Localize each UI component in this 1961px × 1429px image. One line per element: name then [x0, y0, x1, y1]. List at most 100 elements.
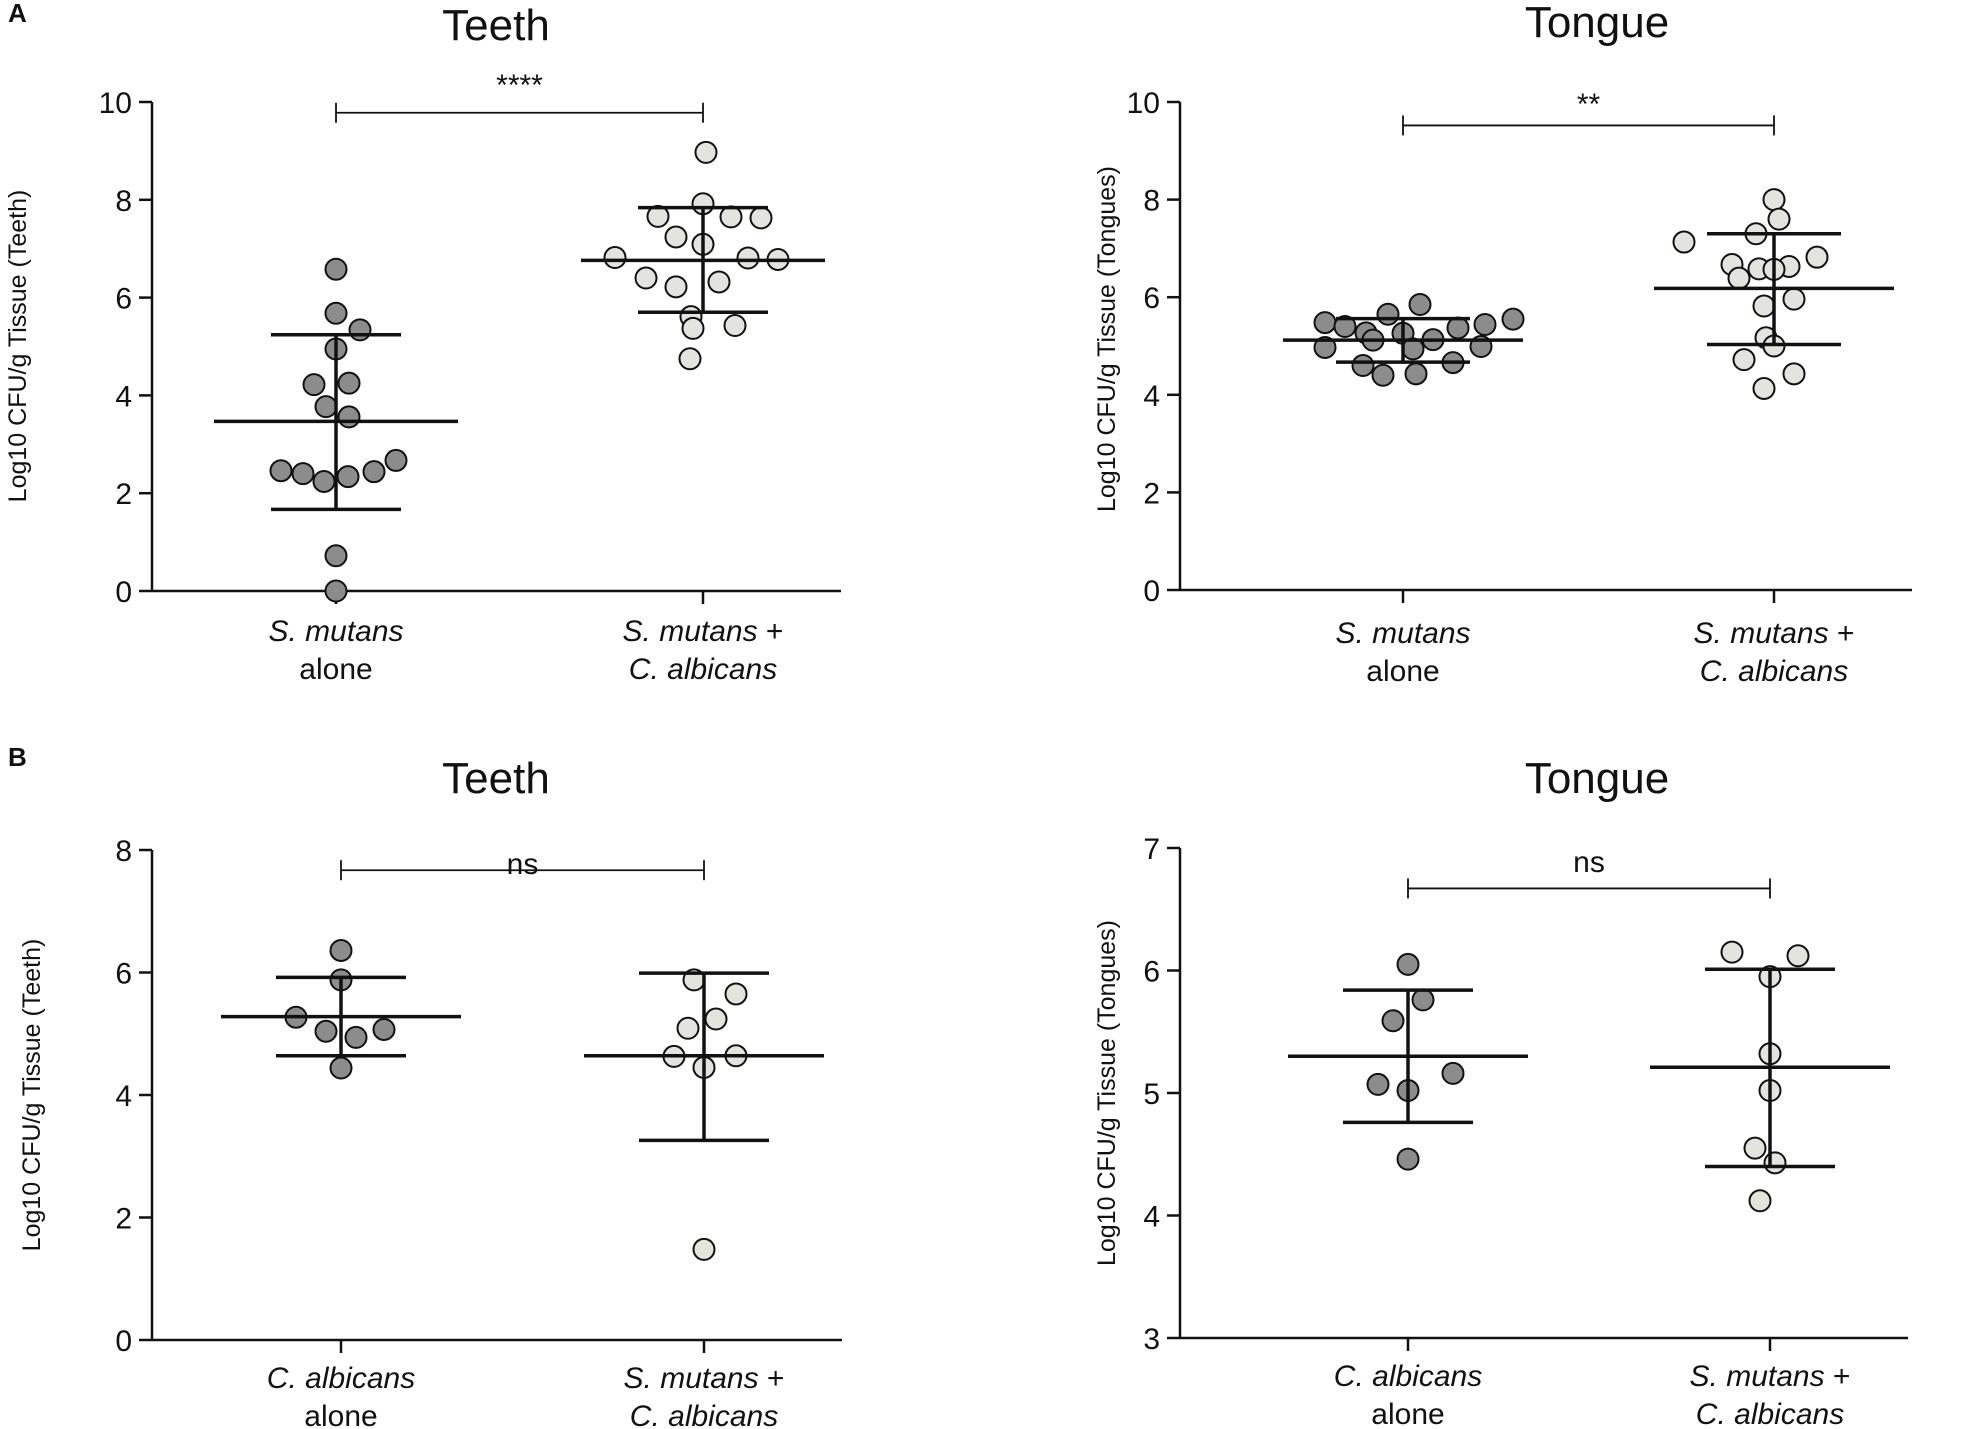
y-tick-label: 4	[115, 380, 132, 413]
y-tick-label: 2	[115, 478, 132, 511]
data-point	[1763, 1151, 1787, 1175]
category-label-plain: +	[758, 615, 784, 648]
data-point	[329, 938, 353, 962]
data-point	[1351, 354, 1375, 378]
chart-title: Tongue	[1525, 754, 1669, 803]
data-point	[1371, 363, 1395, 387]
y-tick-label: 3	[1143, 1323, 1160, 1356]
data-point	[1376, 302, 1400, 326]
chart-a-teeth: Teeth Log10 CFU/g Tissue (Teeth) 0 2 4 6 8 10 S.…	[4, 1, 841, 686]
data-point	[681, 316, 705, 340]
data-point	[1473, 313, 1497, 337]
category-label-italic: S. mutans	[1335, 617, 1470, 650]
category-label-plain: alone	[304, 1400, 377, 1429]
data-point	[1762, 188, 1786, 212]
data-point	[329, 1056, 353, 1080]
chart-title: Teeth	[442, 754, 550, 803]
y-tick-label: 0	[1143, 575, 1160, 608]
y-tick-label: 8	[115, 185, 132, 218]
category-label: S. mutans	[268, 615, 403, 648]
data-point	[1672, 230, 1696, 254]
y-tick-label: 2	[115, 1203, 132, 1236]
panel-label-a: A	[8, 0, 27, 28]
data-point	[1396, 952, 1420, 976]
data-point	[676, 1016, 700, 1040]
y-axis-label: Log10 CFU/g Tissue (Teeth)	[18, 939, 46, 1252]
data-point	[336, 465, 360, 489]
chart-b-tongue: Tongue Log10 CFU/g Tissue (Tongues) 3 4 5 6 7 C…	[1093, 754, 1908, 1429]
category-label-plain: +	[1825, 1360, 1851, 1393]
y-tick-label: 5	[1143, 1078, 1160, 1111]
data-point	[324, 544, 348, 568]
data-point	[1404, 362, 1428, 386]
series-group	[581, 140, 825, 371]
y-tick-label: 4	[1143, 380, 1160, 413]
data-point	[1396, 1147, 1420, 1171]
series-group	[584, 968, 824, 1261]
significance-label: **	[1577, 88, 1601, 121]
chart-title: Teeth	[442, 1, 550, 50]
category-label-italic: C. albicans	[629, 653, 777, 686]
category-label-plain: alone	[299, 653, 372, 686]
category-label-plain: alone	[1366, 655, 1439, 688]
category-label: C. albicans	[1696, 1398, 1844, 1429]
data-point	[324, 579, 348, 603]
data-point	[384, 448, 408, 472]
y-tick-label: 7	[1143, 833, 1160, 866]
data-point	[1767, 207, 1791, 231]
data-point	[1752, 376, 1776, 400]
data-point	[1366, 1072, 1390, 1096]
series-group	[221, 938, 461, 1080]
data-point	[302, 373, 326, 397]
data-point	[1313, 335, 1337, 359]
y-tick-label: 0	[115, 576, 132, 609]
chart-a-tongue: Tongue Log10 CFU/g Tissue (Tongues) 0 2 4 6 8 1…	[1093, 0, 1912, 688]
data-point	[362, 460, 386, 484]
data-point	[314, 395, 338, 419]
series-group	[1288, 952, 1528, 1171]
series-group	[1654, 188, 1894, 400]
category-label-italic: C. albicans	[630, 1400, 778, 1429]
data-point	[692, 1237, 716, 1261]
chart-title: Tongue	[1525, 0, 1669, 47]
y-tick-label: 6	[115, 958, 132, 991]
category-label-italic: C. albicans	[1696, 1398, 1844, 1429]
y-axis-label: Log10 CFU/g Tissue (Tongues)	[1093, 920, 1121, 1266]
data-point	[324, 257, 348, 281]
significance-label: ns	[1573, 846, 1605, 879]
data-point	[1782, 362, 1806, 386]
y-tick-label: 6	[1143, 956, 1160, 989]
y-tick-label: 2	[1143, 477, 1160, 510]
data-point	[1501, 307, 1525, 331]
category-label: S. mutans +	[623, 615, 784, 648]
y-tick-label: 0	[115, 1325, 132, 1358]
data-point	[337, 405, 361, 429]
data-point	[269, 459, 293, 483]
data-point	[736, 246, 760, 270]
data-point	[1411, 988, 1435, 1012]
data-point	[694, 140, 718, 164]
data-point	[1441, 1061, 1465, 1085]
category-label: S. mutans +	[624, 1362, 785, 1395]
series-group	[1283, 293, 1525, 387]
y-tick-label: 4	[1143, 1201, 1160, 1234]
data-point	[1446, 316, 1470, 340]
data-point	[1333, 314, 1357, 338]
panel-label-b: B	[8, 742, 27, 772]
data-point	[312, 469, 336, 493]
data-point	[719, 205, 743, 229]
data-point	[1313, 311, 1337, 335]
category-label-italic: S. mutans	[623, 615, 758, 648]
data-point	[344, 1025, 368, 1049]
data-point	[314, 1019, 338, 1043]
y-tick-label: 10	[99, 87, 132, 120]
y-axis-label: Log10 CFU/g Tissue (Teeth)	[4, 190, 32, 503]
data-point	[1727, 266, 1751, 290]
data-point	[664, 275, 688, 299]
data-point	[1408, 293, 1432, 317]
data-point	[1720, 940, 1744, 964]
y-tick-label: 6	[1143, 282, 1160, 315]
category-label-plain: +	[1829, 617, 1855, 650]
y-tick-label: 8	[115, 835, 132, 868]
